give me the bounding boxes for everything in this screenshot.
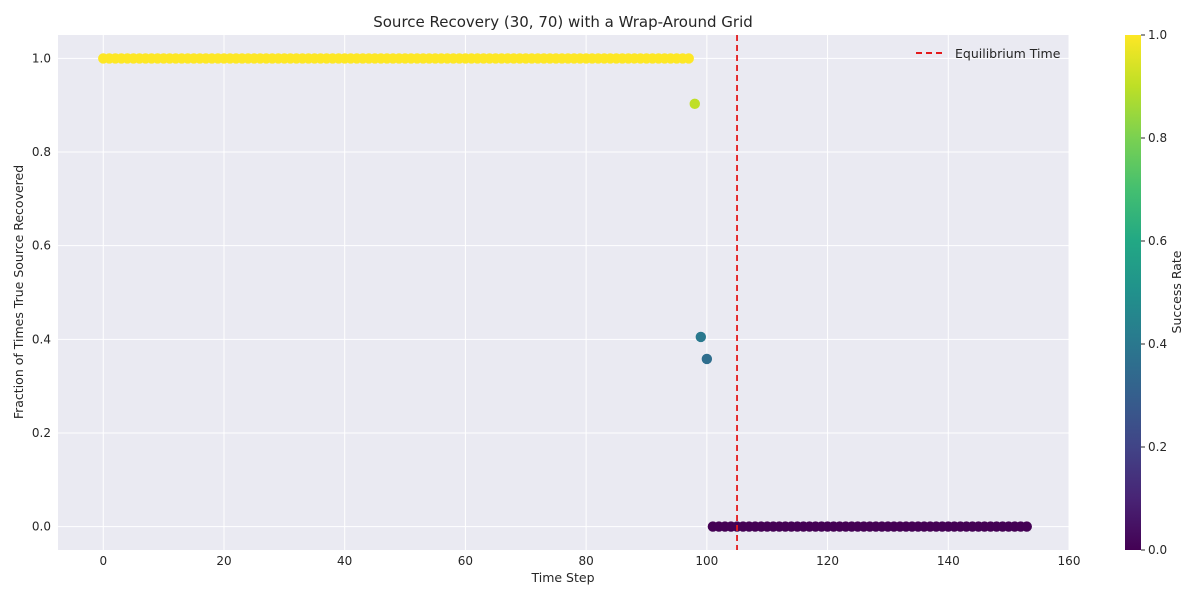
colorbar-gradient xyxy=(1125,35,1141,550)
chart-title: Source Recovery (30, 70) with a Wrap-Aro… xyxy=(373,13,753,31)
x-tick-label: 20 xyxy=(216,554,231,568)
x-tick-label: 80 xyxy=(578,554,593,568)
colorbar-tick-label: 0.0 xyxy=(1148,543,1167,557)
x-tick-label: 160 xyxy=(1058,554,1081,568)
x-tick-label: 40 xyxy=(337,554,352,568)
colorbar-tick-label: 0.4 xyxy=(1148,337,1167,351)
colorbar-tick-label: 0.2 xyxy=(1148,440,1167,454)
x-axis-ticks: 0 20 40 60 80 100 120 140 160 xyxy=(99,554,1080,568)
colorbar-ticks: 0.0 0.2 0.4 0.6 0.8 1.0 xyxy=(1141,28,1167,557)
y-tick-label: 1.0 xyxy=(32,51,51,65)
scatter-points xyxy=(98,53,1032,532)
y-tick-label: 0.2 xyxy=(32,426,51,440)
scatter-point xyxy=(695,331,707,343)
scatter-point xyxy=(701,353,713,365)
colorbar: 0.0 0.2 0.4 0.6 0.8 1.0 Success Rate xyxy=(1125,28,1184,557)
y-tick-label: 0.8 xyxy=(32,145,51,159)
colorbar-tick-label: 1.0 xyxy=(1148,28,1167,42)
plot-area xyxy=(58,35,1069,550)
y-tick-label: 0.6 xyxy=(32,239,51,253)
x-axis-title: Time Step xyxy=(530,570,594,585)
y-tick-label: 0.0 xyxy=(32,520,51,534)
x-tick-label: 100 xyxy=(695,554,718,568)
x-tick-label: 0 xyxy=(99,554,107,568)
colorbar-title: Success Rate xyxy=(1169,250,1184,333)
scatter-point xyxy=(683,53,694,64)
x-tick-label: 120 xyxy=(816,554,839,568)
colorbar-tick-label: 0.8 xyxy=(1148,131,1167,145)
x-tick-label: 140 xyxy=(937,554,960,568)
y-tick-label: 0.4 xyxy=(32,332,51,346)
y-axis-title: Fraction of Times True Source Recovered xyxy=(11,165,26,419)
scatter-point xyxy=(1021,521,1032,532)
legend-label-equilibrium: Equilibrium Time xyxy=(955,46,1061,61)
y-axis-ticks: 0.0 0.2 0.4 0.6 0.8 1.0 xyxy=(32,51,51,533)
colorbar-tick-label: 0.6 xyxy=(1148,234,1167,248)
x-tick-label: 60 xyxy=(458,554,473,568)
legend: Equilibrium Time xyxy=(916,46,1061,61)
scatter-point xyxy=(689,98,700,110)
